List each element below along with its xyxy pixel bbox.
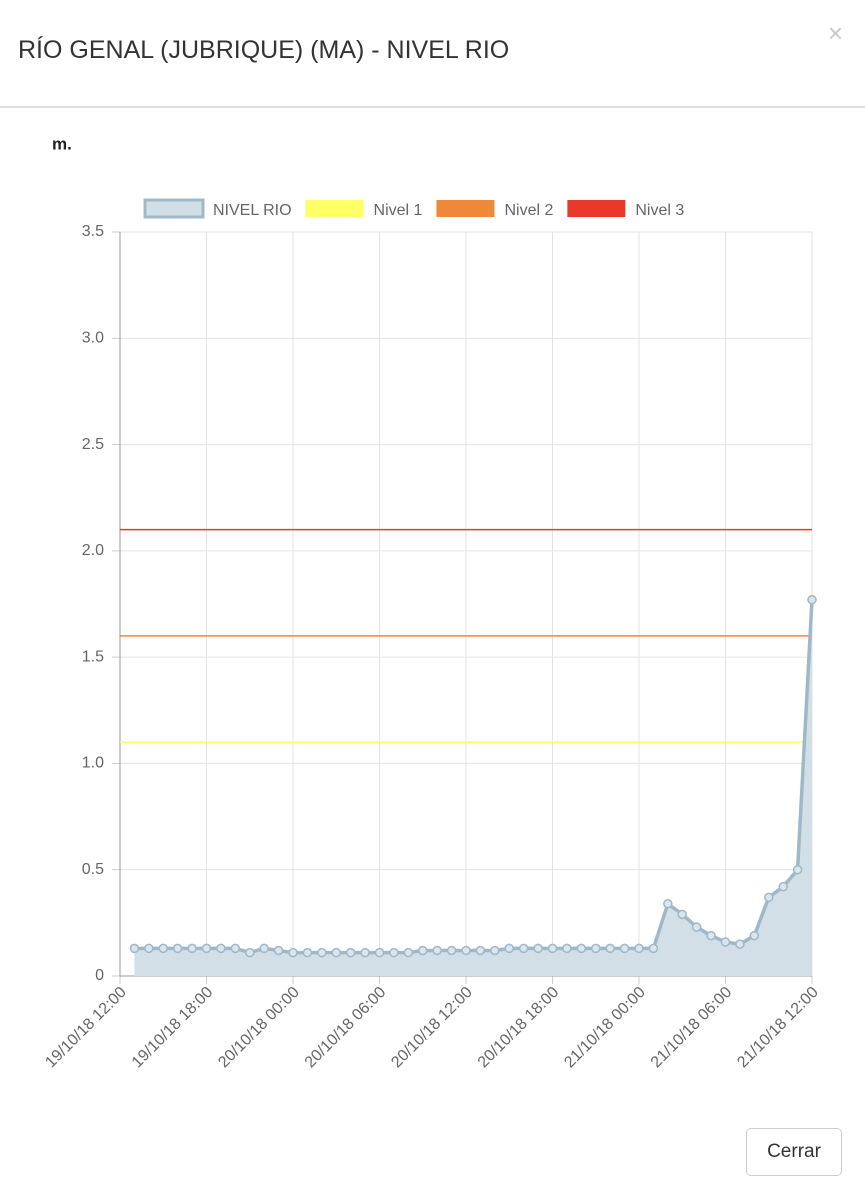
data-point xyxy=(547,943,558,954)
close-button[interactable]: × xyxy=(827,18,843,48)
legend-swatch xyxy=(567,200,626,217)
data-point xyxy=(720,937,731,947)
y-tick-label: 0.5 xyxy=(82,861,104,878)
data-point xyxy=(504,943,514,954)
legend-swatch xyxy=(436,200,495,217)
y-tick-label: 0 xyxy=(95,967,104,984)
data-point xyxy=(317,947,327,958)
data-point xyxy=(144,943,154,954)
y-tick-label: 1.5 xyxy=(82,648,104,665)
data-point xyxy=(446,945,457,956)
data-point xyxy=(245,947,255,958)
data-point xyxy=(273,945,284,956)
data-point xyxy=(764,892,774,903)
data-point xyxy=(403,947,414,958)
data-point xyxy=(418,945,428,956)
data-point xyxy=(187,943,197,954)
data-point xyxy=(331,947,341,958)
x-tick-label: 19/10/18 12:00 xyxy=(42,984,130,1072)
data-point xyxy=(490,945,500,956)
x-tick-label: 20/10/18 12:00 xyxy=(388,984,476,1072)
y-tick-label: 1.0 xyxy=(82,755,104,772)
data-point xyxy=(360,947,370,958)
data-point xyxy=(691,922,702,932)
data-point xyxy=(172,943,183,954)
data-point xyxy=(619,943,630,954)
data-point xyxy=(533,943,543,954)
data-point xyxy=(663,898,673,909)
data-point xyxy=(749,930,760,941)
data-point xyxy=(230,943,241,954)
data-point xyxy=(302,947,313,958)
data-point xyxy=(576,943,587,954)
data-point xyxy=(374,947,385,958)
y-axis-unit: m. xyxy=(52,134,72,153)
legend-label: NIVEL RIO xyxy=(213,202,292,219)
y-tick-label: 2.5 xyxy=(82,436,104,453)
legend-label: Nivel 1 xyxy=(374,202,423,219)
x-tick-label: 21/10/18 12:00 xyxy=(734,984,822,1072)
data-point xyxy=(389,947,399,958)
x-tick-label: 21/10/18 06:00 xyxy=(648,984,736,1072)
header-divider xyxy=(0,106,865,108)
data-point xyxy=(605,943,615,954)
data-point xyxy=(345,947,356,958)
y-tick-label: 3.5 xyxy=(82,223,104,240)
series-line xyxy=(134,599,814,955)
close-modal-button[interactable]: Cerrar xyxy=(746,1128,842,1176)
x-tick-label: 20/10/18 18:00 xyxy=(475,984,563,1072)
chart: m. 0 0.5 1.0 1.5 2.0 2.5 3.0 3.5 19/10/18 12:001… xyxy=(42,134,822,1072)
data-point xyxy=(129,943,140,954)
data-point xyxy=(158,943,168,954)
data-point xyxy=(706,930,716,941)
data-point xyxy=(461,945,471,956)
data-point xyxy=(518,943,529,954)
data-point xyxy=(634,943,644,954)
data-point xyxy=(807,594,817,605)
x-tick-label: 20/10/18 00:00 xyxy=(215,984,303,1072)
data-point xyxy=(562,943,572,954)
modal-title: RÍO GENAL (JUBRIQUE) (MA) - NIVEL RIO xyxy=(18,36,510,64)
data-point xyxy=(792,864,803,875)
series-area xyxy=(134,599,812,976)
x-tick-label: 20/10/18 06:00 xyxy=(302,984,390,1072)
data-point xyxy=(259,943,269,954)
data-point xyxy=(677,909,687,920)
data-point xyxy=(288,947,298,958)
legend-label: Nivel 3 xyxy=(635,202,684,219)
data-point xyxy=(216,943,226,954)
legend-label: Nivel 2 xyxy=(504,202,553,219)
data-point xyxy=(648,943,659,954)
x-tick-label: 19/10/18 18:00 xyxy=(129,984,217,1072)
data-point xyxy=(201,943,212,954)
legend-swatch xyxy=(305,200,364,217)
legend-swatch xyxy=(143,198,205,219)
data-point xyxy=(591,943,601,954)
data-point xyxy=(432,945,442,956)
y-tick-label: 2.0 xyxy=(82,542,104,559)
x-tick-label: 21/10/18 00:00 xyxy=(561,984,649,1072)
y-tick-label: 3.0 xyxy=(82,330,104,347)
data-point xyxy=(778,881,788,892)
data-point xyxy=(735,939,745,949)
data-point xyxy=(475,945,486,956)
